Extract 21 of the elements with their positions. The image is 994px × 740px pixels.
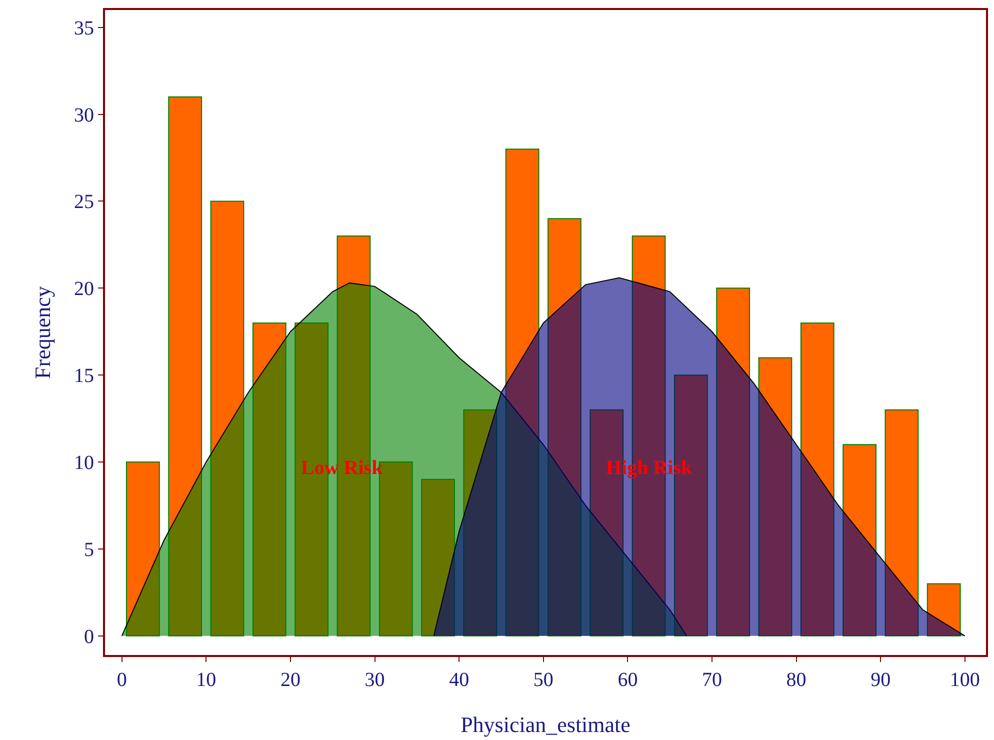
y-tick-label: 0 [84, 626, 94, 648]
y-tick-label: 30 [74, 104, 94, 126]
x-tick-label: 80 [786, 669, 806, 691]
x-tick-label: 50 [533, 669, 554, 691]
x-tick-label: 60 [618, 669, 638, 691]
y-tick-label: 25 [74, 191, 94, 214]
y-tick-label: 35 [74, 17, 94, 40]
x-tick-label: 20 [280, 669, 300, 691]
x-axis-title: Physician_estimate [460, 712, 630, 737]
y-tick-label: 5 [84, 538, 94, 561]
y-tick-label: 15 [74, 365, 94, 388]
x-tick-label: 10 [196, 669, 216, 691]
x-tick-label: 70 [702, 669, 722, 691]
x-tick-label: 30 [364, 669, 385, 691]
x-tick-label: 90 [870, 669, 891, 691]
y-tick-label: 10 [74, 452, 94, 474]
y-axis-title: Frequency [30, 286, 55, 379]
y-tick-label: 20 [74, 278, 94, 300]
x-tick-label: 0 [116, 669, 127, 691]
x-tick-label: 40 [449, 669, 470, 691]
x-tick-label: 100 [950, 669, 980, 691]
